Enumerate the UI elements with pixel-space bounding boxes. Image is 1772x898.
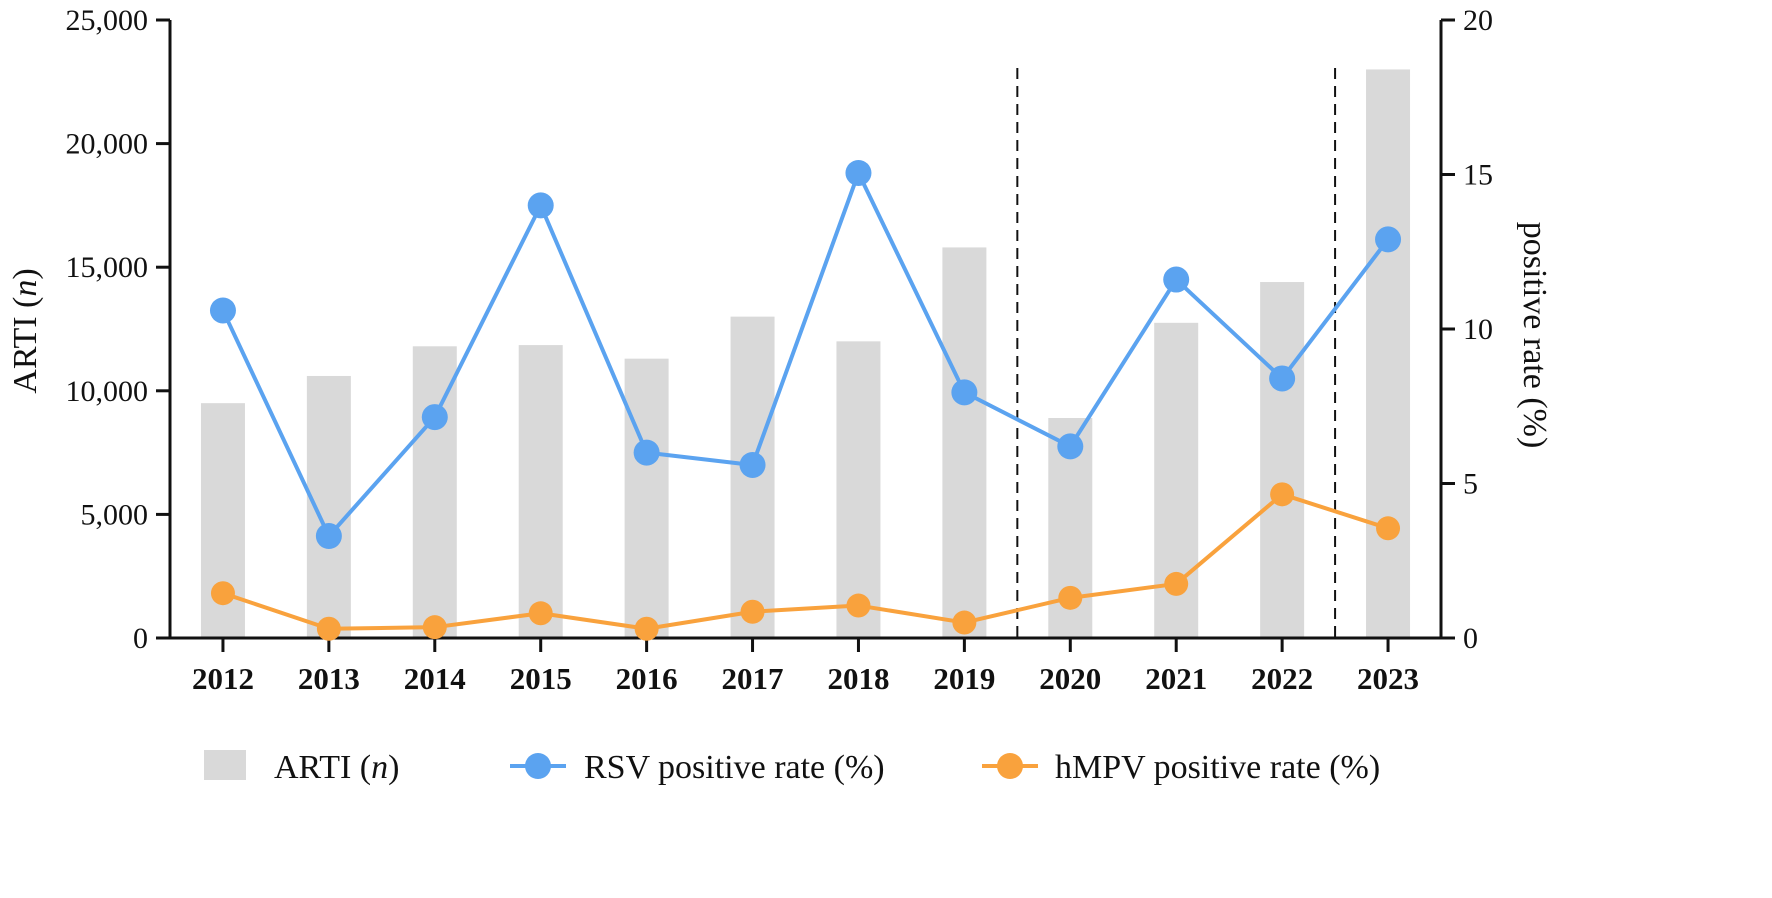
legend-swatch-arti bbox=[204, 750, 246, 780]
x-tick-label-2019: 2019 bbox=[933, 661, 995, 696]
left-tick-label: 10,000 bbox=[66, 375, 149, 408]
right-tick-label: 20 bbox=[1463, 4, 1493, 37]
point-hmpv-2019 bbox=[952, 610, 977, 635]
point-rsv-2012 bbox=[209, 297, 236, 324]
bar-arti-2016 bbox=[624, 358, 669, 638]
right-tick-label: 10 bbox=[1463, 313, 1493, 346]
x-tick-label-2022: 2022 bbox=[1251, 661, 1313, 696]
left-tick-label: 20,000 bbox=[66, 128, 149, 161]
point-rsv-2016 bbox=[633, 439, 660, 466]
legend-label-rsv: RSV positive rate (%) bbox=[584, 749, 885, 786]
right-axis-title: positive rate (%) bbox=[1516, 222, 1553, 449]
legend: ARTI (n) RSV positive rate (%) hMPV positi… bbox=[204, 749, 1380, 786]
point-hmpv-2013 bbox=[316, 616, 341, 641]
x-tick-label-2013: 2013 bbox=[298, 661, 360, 696]
legend-label-hmpv: hMPV positive rate (%) bbox=[1055, 749, 1380, 786]
point-rsv-2019 bbox=[951, 379, 978, 406]
legend-marker-rsv bbox=[525, 753, 551, 779]
legend-label-arti: ARTI (n) bbox=[274, 749, 399, 786]
bar-arti-2015 bbox=[518, 345, 563, 638]
point-hmpv-2016 bbox=[634, 616, 659, 641]
left-axis-title-text: ARTI ( bbox=[7, 297, 44, 394]
point-hmpv-2021 bbox=[1164, 571, 1189, 596]
legend-label-arti-close: ) bbox=[388, 749, 399, 786]
point-hmpv-2012 bbox=[210, 581, 235, 606]
point-rsv-2014 bbox=[421, 404, 448, 431]
x-tick-label-2018: 2018 bbox=[827, 661, 889, 696]
left-tick-label: 25,000 bbox=[66, 4, 149, 37]
right-tick-label: 5 bbox=[1463, 468, 1478, 501]
point-rsv-2021 bbox=[1163, 266, 1190, 293]
point-rsv-2017 bbox=[739, 451, 766, 478]
x-tick-label-2014: 2014 bbox=[404, 661, 466, 696]
arti-bars bbox=[200, 69, 1411, 638]
reference-lines bbox=[1016, 68, 1337, 638]
point-hmpv-2015 bbox=[528, 601, 553, 626]
right-tick-label: 15 bbox=[1463, 159, 1493, 192]
left-axis-title: ARTI (n) bbox=[7, 268, 44, 393]
x-tick-label-2020: 2020 bbox=[1039, 661, 1101, 696]
bar-arti-2014 bbox=[412, 346, 457, 638]
left-tick-label: 5,000 bbox=[81, 498, 149, 531]
axes bbox=[156, 18, 1455, 652]
right-tick-label: 0 bbox=[1463, 622, 1478, 655]
rate-lines bbox=[209, 159, 1402, 641]
left-axis-title-unit: n bbox=[7, 280, 44, 297]
bar-arti-2019 bbox=[942, 247, 987, 638]
x-tick-label-2021: 2021 bbox=[1145, 661, 1207, 696]
bar-arti-2022 bbox=[1260, 282, 1305, 638]
point-hmpv-2020 bbox=[1058, 585, 1083, 610]
x-tick-label-2015: 2015 bbox=[510, 661, 572, 696]
legend-marker-hmpv bbox=[997, 753, 1023, 779]
line-hmpv bbox=[222, 492, 1389, 631]
x-tick-label-2012: 2012 bbox=[192, 661, 254, 696]
point-rsv-2018 bbox=[845, 159, 872, 186]
point-rsv-2020 bbox=[1057, 433, 1084, 460]
axis-labels: 05,00010,00015,00020,00025,0000510152020… bbox=[7, 4, 1553, 696]
left-tick-label: 15,000 bbox=[66, 251, 149, 284]
point-hmpv-2014 bbox=[422, 615, 447, 640]
legend-label-arti-text: ARTI ( bbox=[274, 749, 371, 786]
point-rsv-2022 bbox=[1269, 365, 1296, 392]
point-hmpv-2017 bbox=[740, 599, 765, 624]
line-rsv bbox=[221, 170, 1390, 539]
left-tick-label: 0 bbox=[133, 622, 148, 655]
legend-label-arti-unit: n bbox=[371, 749, 388, 786]
bar-arti-2018 bbox=[836, 341, 881, 638]
point-rsv-2015 bbox=[527, 192, 554, 219]
point-hmpv-2023 bbox=[1376, 516, 1401, 541]
bar-arti-2023 bbox=[1366, 69, 1411, 638]
x-tick-label-2023: 2023 bbox=[1357, 661, 1419, 696]
left-axis-title-close: ) bbox=[7, 268, 44, 279]
point-rsv-2023 bbox=[1375, 226, 1402, 253]
point-hmpv-2022 bbox=[1270, 482, 1295, 507]
point-hmpv-2018 bbox=[846, 593, 871, 618]
point-rsv-2013 bbox=[315, 523, 342, 550]
x-tick-label-2016: 2016 bbox=[616, 661, 678, 696]
x-tick-label-2017: 2017 bbox=[722, 661, 784, 696]
